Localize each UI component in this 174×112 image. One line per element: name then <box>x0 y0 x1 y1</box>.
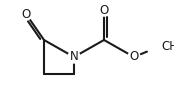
Ellipse shape <box>128 51 140 63</box>
Text: O: O <box>21 8 31 20</box>
Text: CH₃: CH₃ <box>161 41 174 54</box>
Text: O: O <box>99 3 109 16</box>
Ellipse shape <box>98 4 110 16</box>
Ellipse shape <box>68 51 80 63</box>
Text: O: O <box>129 51 139 64</box>
Ellipse shape <box>20 8 32 20</box>
Text: N: N <box>70 51 78 64</box>
